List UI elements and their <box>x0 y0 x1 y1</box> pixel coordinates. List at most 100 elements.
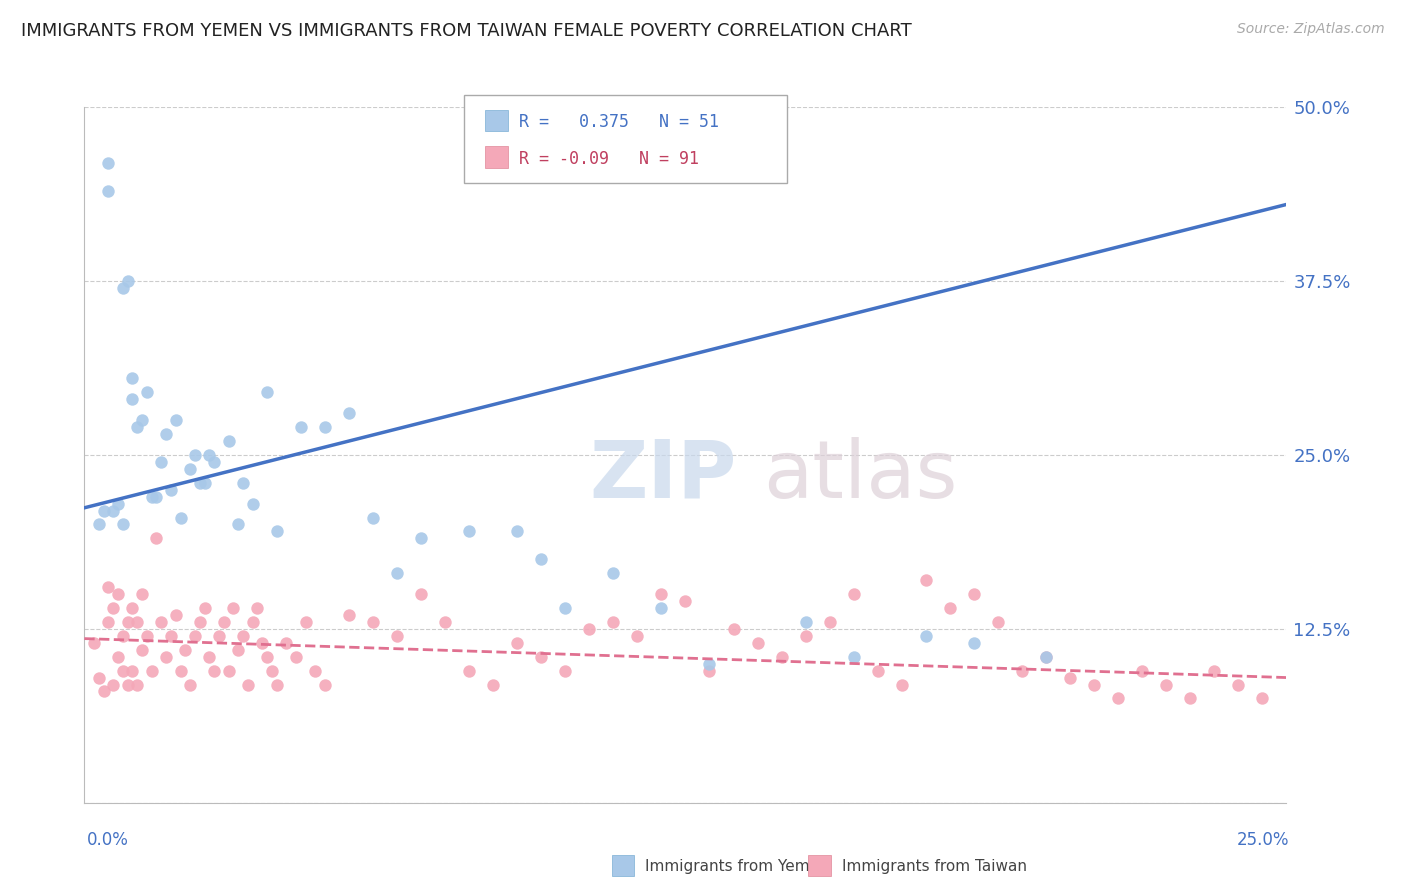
Point <box>506 636 529 650</box>
Point <box>131 587 153 601</box>
Point <box>117 615 139 629</box>
Point <box>458 524 481 539</box>
Point <box>169 510 191 524</box>
Point <box>169 664 191 678</box>
Point <box>87 517 110 532</box>
Point <box>290 420 312 434</box>
Point <box>150 615 173 629</box>
Point <box>337 607 360 622</box>
Point <box>626 629 648 643</box>
Point <box>103 677 125 691</box>
Point <box>842 649 865 664</box>
Point <box>458 664 481 678</box>
Point <box>141 490 163 504</box>
Point <box>650 601 672 615</box>
Point <box>256 385 278 400</box>
Point <box>770 649 793 664</box>
Point <box>963 587 986 601</box>
Point <box>121 664 143 678</box>
Point <box>699 657 721 671</box>
Point <box>242 497 264 511</box>
Point <box>890 677 912 691</box>
Point <box>93 503 115 517</box>
Point <box>141 664 163 678</box>
Point <box>97 155 120 169</box>
Point <box>530 649 553 664</box>
Text: ZIP: ZIP <box>589 437 737 515</box>
Point <box>506 524 529 539</box>
Point <box>650 587 672 601</box>
Point <box>699 664 721 678</box>
Point <box>276 636 298 650</box>
Point <box>145 532 167 546</box>
Point <box>252 636 274 650</box>
Point <box>385 629 408 643</box>
Point <box>165 413 187 427</box>
Point <box>482 677 505 691</box>
Point <box>212 615 235 629</box>
Point <box>160 483 183 497</box>
Point <box>1227 677 1250 691</box>
Point <box>97 580 120 594</box>
Point <box>188 615 211 629</box>
Point <box>202 664 225 678</box>
Point <box>242 615 264 629</box>
Point <box>747 636 769 650</box>
Point <box>236 677 259 691</box>
Point <box>107 587 129 601</box>
Text: IMMIGRANTS FROM YEMEN VS IMMIGRANTS FROM TAIWAN FEMALE POVERTY CORRELATION CHART: IMMIGRANTS FROM YEMEN VS IMMIGRANTS FROM… <box>21 22 912 40</box>
Point <box>1204 664 1226 678</box>
Point <box>107 649 129 664</box>
Point <box>87 671 110 685</box>
Text: Immigrants from Taiwan: Immigrants from Taiwan <box>842 859 1028 873</box>
Point <box>266 524 288 539</box>
Point <box>127 615 149 629</box>
Point <box>1180 691 1202 706</box>
Point <box>1059 671 1081 685</box>
Point <box>194 601 217 615</box>
Point <box>409 587 432 601</box>
Point <box>184 629 207 643</box>
Point <box>179 677 201 691</box>
Point <box>117 274 139 288</box>
Point <box>184 448 207 462</box>
Point <box>155 427 177 442</box>
Point <box>111 281 134 295</box>
Point <box>179 462 201 476</box>
Text: 25.0%: 25.0% <box>1237 831 1289 849</box>
Point <box>145 490 167 504</box>
Point <box>284 649 307 664</box>
Point <box>198 448 221 462</box>
Point <box>97 184 120 198</box>
Point <box>304 664 326 678</box>
Point <box>218 434 240 448</box>
Point <box>83 636 105 650</box>
Point <box>314 420 336 434</box>
Point <box>1035 649 1057 664</box>
Point <box>194 475 217 490</box>
Point <box>202 455 225 469</box>
Point <box>246 601 269 615</box>
Point <box>1083 677 1105 691</box>
Point <box>361 510 384 524</box>
Point <box>97 615 120 629</box>
Point <box>1156 677 1178 691</box>
Point <box>111 517 134 532</box>
Point <box>103 601 125 615</box>
Point <box>131 642 153 657</box>
Point <box>208 629 231 643</box>
Point <box>121 601 143 615</box>
Point <box>1011 664 1033 678</box>
Point <box>135 629 157 643</box>
Point <box>578 622 600 636</box>
Point <box>198 649 221 664</box>
Text: Immigrants from Yemen: Immigrants from Yemen <box>645 859 830 873</box>
Point <box>723 622 745 636</box>
Point <box>337 406 360 420</box>
Point <box>794 615 817 629</box>
Point <box>226 517 249 532</box>
Text: Source: ZipAtlas.com: Source: ZipAtlas.com <box>1237 22 1385 37</box>
Point <box>93 684 115 698</box>
Point <box>530 552 553 566</box>
Point <box>266 677 288 691</box>
